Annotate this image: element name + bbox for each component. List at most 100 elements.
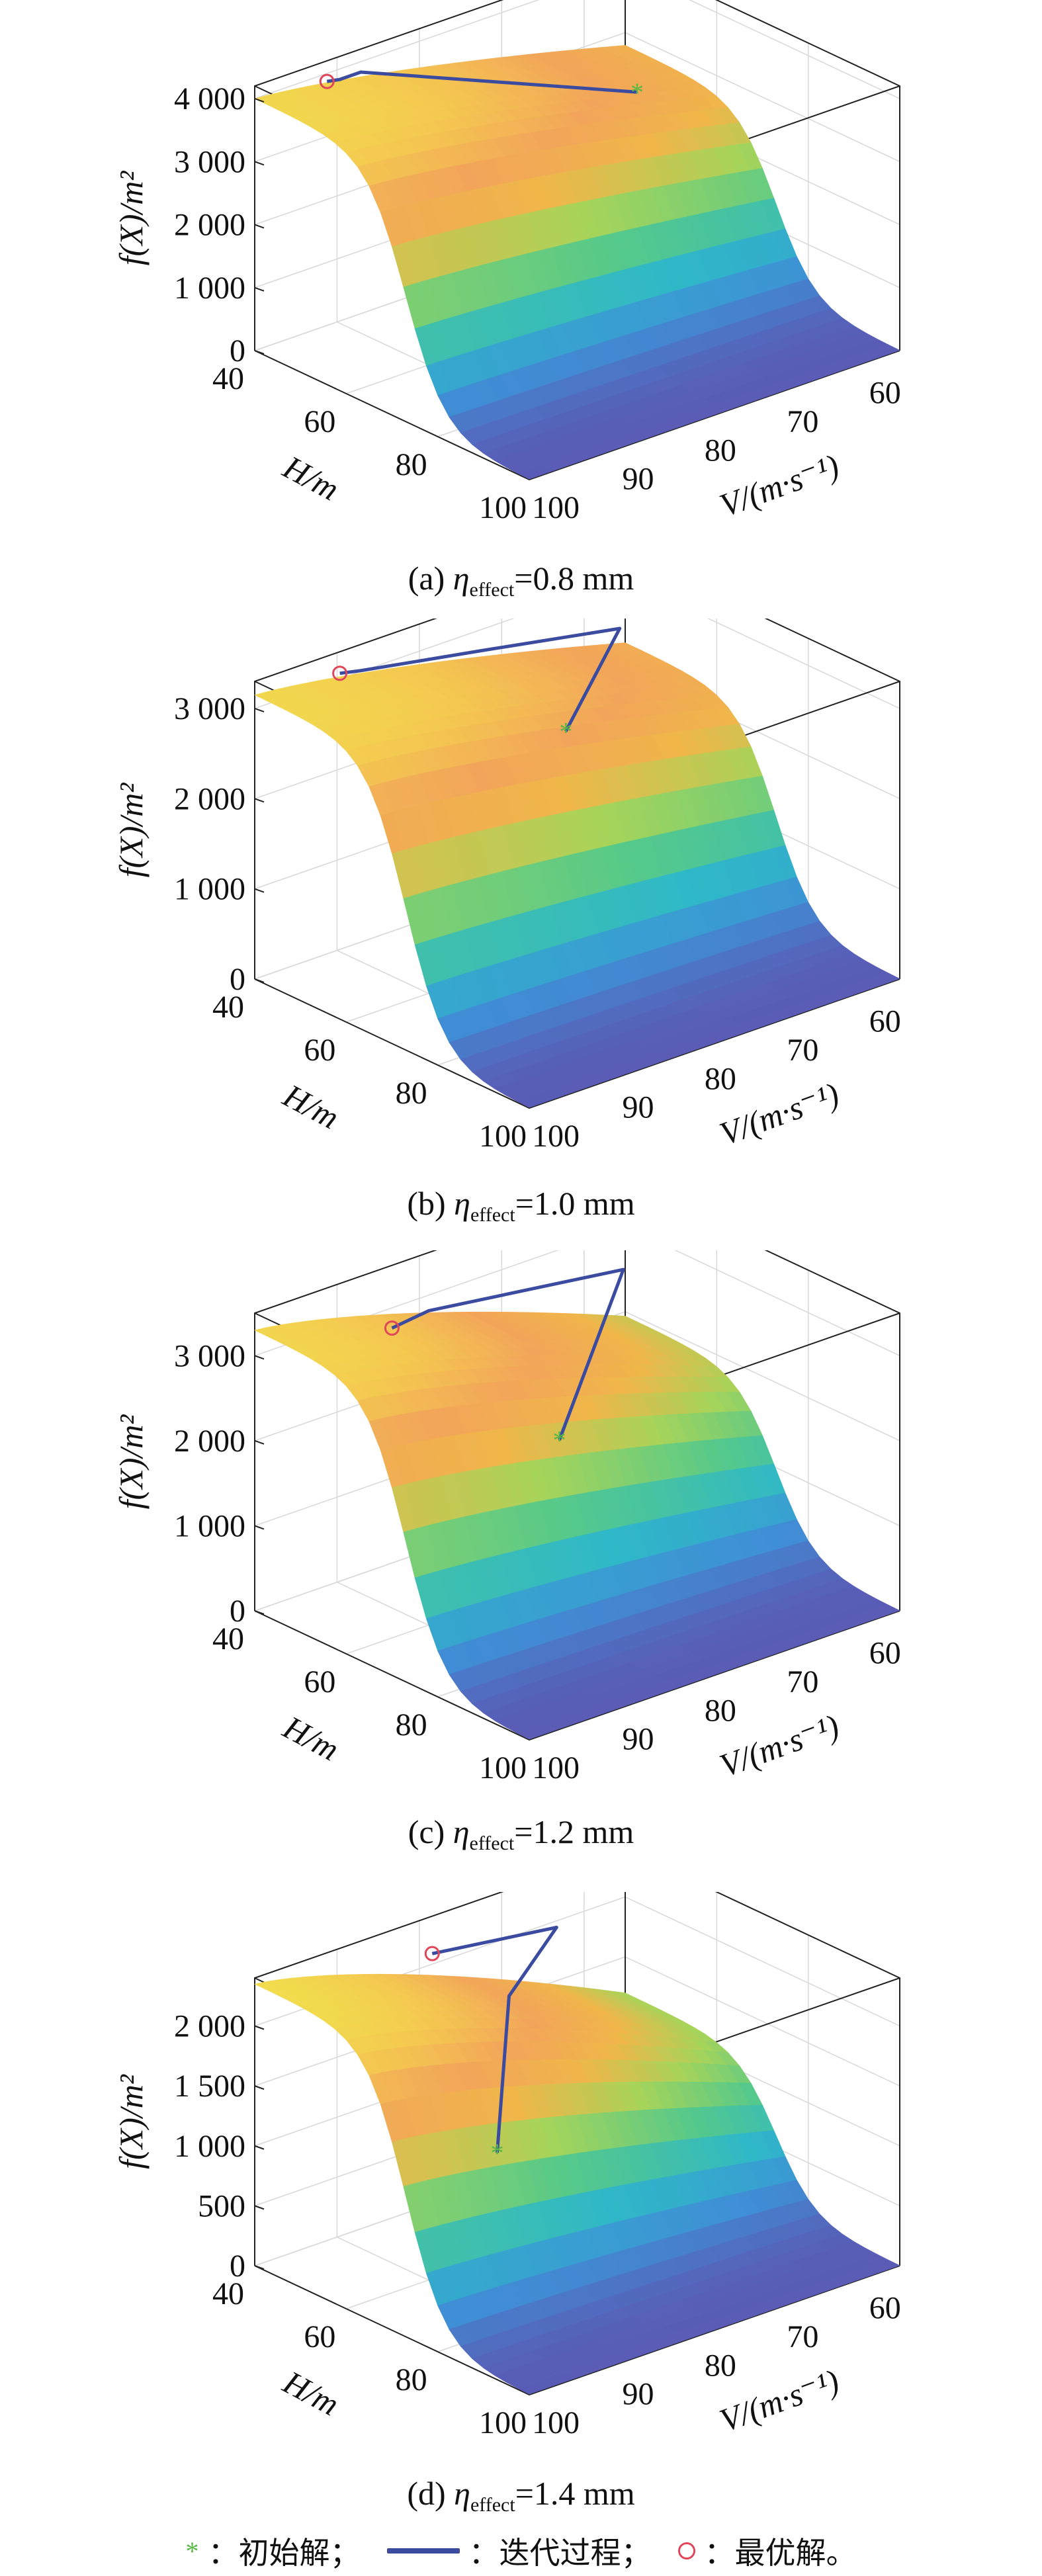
v-tick-label: 80: [705, 1693, 736, 1728]
caption-subscript: effect: [469, 1832, 515, 1854]
z-tick-label: 500: [198, 2188, 245, 2223]
legend: * ：初始解； ：迭代过程； ：最优解。: [0, 2526, 1042, 2576]
gridline-z: [625, 1896, 900, 2027]
z-tick-label: 0: [230, 1594, 245, 1629]
surface: [254, 1311, 900, 1740]
z-tick: [254, 1439, 265, 1445]
v-tick-label: 80: [705, 2348, 736, 2383]
panel-caption-3: (c) ηeffect=1.2 mm: [0, 1813, 1042, 1855]
caption-value: =0.8 mm: [514, 560, 634, 597]
z-axis-title: f(X)/m²: [112, 171, 150, 266]
chart-panel-2: * 0 1 000 2 000 3 000 40 60 80 100 60 70 80 90 100 f(X…: [112, 619, 901, 1154]
surface-facet: [875, 972, 900, 984]
h-tick-label: 100: [479, 490, 527, 525]
gridline-z: [625, 1956, 900, 2086]
z-tick: [254, 798, 265, 803]
caption-subscript: effect: [470, 1204, 515, 1226]
box-floor-edges: [254, 2265, 900, 2396]
z-tick: [254, 1610, 265, 1615]
z-tick-label: 1 000: [174, 271, 245, 306]
caption-letter: (b): [407, 1185, 455, 1222]
initial-solution-point: *: [559, 717, 572, 747]
box-floor-edges: [254, 350, 900, 481]
box-back-edges: [254, 1250, 900, 1611]
z-tick-label: 0: [230, 962, 245, 997]
legend-optimal-label: ：最优解。: [704, 2536, 857, 2570]
z-tick-label: 0: [230, 333, 245, 368]
h-tick-label: 40: [212, 990, 244, 1025]
h-tick-label: 60: [304, 1033, 335, 1068]
caption-letter: (a): [408, 560, 453, 597]
box-floor-edges: [254, 1610, 900, 1741]
z-tick: [254, 98, 265, 103]
chart-panel-4: * 0 500 1 000 1 500 2 000 40 60 80 100 60 70 80 90 100…: [112, 1892, 901, 2440]
v-tick-label: 100: [532, 490, 580, 525]
optimal-solution-point: [384, 1320, 400, 1336]
caption-value: =1.4 mm: [515, 2475, 635, 2512]
z-tick-label: 1 000: [174, 2129, 245, 2164]
surface: [254, 642, 900, 1108]
z-tick-label: 2 000: [174, 1424, 245, 1459]
legend-initial-label: ：初始解；: [208, 2536, 361, 2570]
z-tick-label: 3 000: [174, 691, 245, 726]
v-tick-label: 80: [705, 433, 736, 468]
v-tick-label: 90: [622, 1090, 654, 1125]
h-axis-title: H/m: [277, 1708, 345, 1768]
z-tick: [254, 2205, 265, 2210]
z-axis-title: f(X)/m²: [112, 2074, 150, 2169]
caption-symbol: η: [453, 560, 470, 597]
h-tick-label: 80: [396, 1707, 427, 1742]
v-tick-label: 60: [869, 1636, 901, 1671]
box-back-edges: [254, 0, 900, 351]
h-tick-label: 80: [396, 1076, 427, 1111]
legend-path-label: ：迭代过程；: [468, 2536, 652, 2570]
z-tick-label: 2 000: [174, 781, 245, 816]
iteration-path: [391, 1267, 625, 1441]
z-tick-label: 2 000: [174, 208, 245, 243]
panel-caption-4: (d) ηeffect=1.4 mm: [0, 2474, 1042, 2516]
h-tick-label: 40: [212, 1621, 244, 1656]
gridline-z: [689, 0, 900, 99]
z-tick-label: 0: [230, 2249, 245, 2284]
caption-subscript: effect: [470, 2494, 515, 2516]
gridline-z: [707, 619, 900, 709]
h-tick-label: 60: [304, 404, 335, 439]
caption-value: =1.2 mm: [514, 1813, 634, 1850]
z-tick-label: 1 000: [174, 1508, 245, 1543]
panel-caption-2: (b) ηeffect=1.0 mm: [0, 1184, 1042, 1226]
optimal-solution-marker: [677, 2542, 695, 2559]
z-tick: [254, 2085, 265, 2090]
z-tick: [254, 224, 265, 229]
chart-panel-3: * 0 1 000 2 000 3 000 40 60 80 100 60 70 80 90 100 f(X…: [112, 1250, 901, 1785]
gridline-z: [625, 32, 900, 162]
v-tick-label: 70: [787, 2319, 818, 2354]
z-tick: [254, 2025, 265, 2030]
box-back-edges: [254, 1892, 900, 2266]
h-axis-title: H/m: [277, 448, 345, 507]
chart-panel-1: * 0 1 000 2 000 3 000 4 000 40 60 80 100 60 70 80 90 1…: [112, 0, 901, 525]
z-tick: [254, 978, 265, 983]
initial-solution-marker: *: [185, 2536, 199, 2566]
z-tick-label: 2 000: [174, 2009, 245, 2044]
z-tick-label: 3 000: [174, 144, 245, 179]
h-tick-label: 60: [304, 2319, 335, 2354]
legend-path: ：迭代过程；: [386, 2529, 652, 2573]
z-tick: [254, 286, 265, 292]
h-tick-label: 100: [479, 2405, 527, 2440]
v-tick-label: 100: [532, 1750, 580, 1785]
z-tick-label: 1 500: [174, 2069, 245, 2104]
z-tick: [254, 2145, 265, 2150]
surface: [254, 45, 900, 480]
iteration-path: [431, 1926, 558, 2153]
h-tick-label: 40: [212, 2276, 244, 2311]
h-axis-title: H/m: [277, 2363, 345, 2423]
surface-facet: [875, 344, 900, 355]
initial-solution-point: *: [491, 2138, 504, 2168]
caption-subscript: effect: [469, 579, 515, 601]
optimal-solution-point: [319, 73, 335, 89]
v-tick-label: 90: [622, 2377, 654, 2412]
z-tick-label: 1 000: [174, 872, 245, 907]
iteration-path-swatch: [386, 2548, 460, 2554]
h-tick-label: 60: [304, 1664, 335, 1699]
